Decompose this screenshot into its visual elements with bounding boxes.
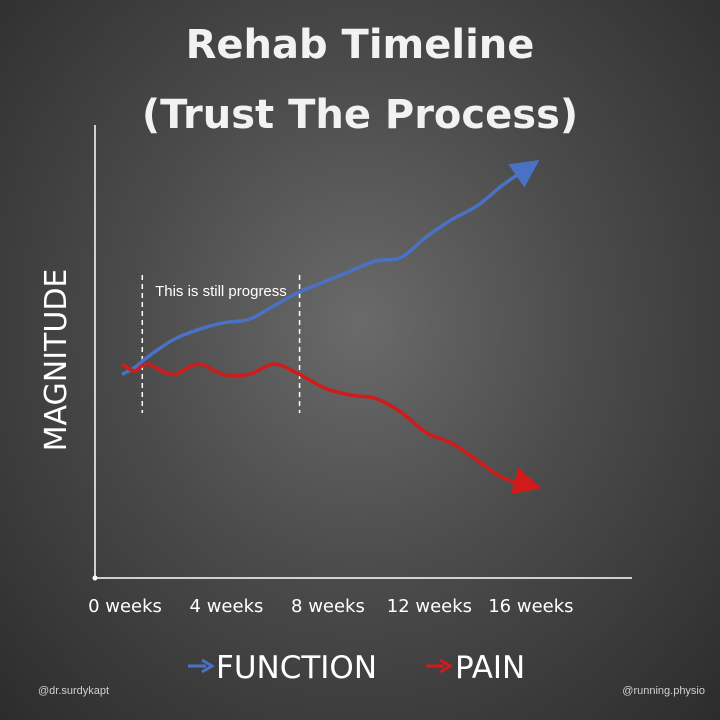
x-tick-label: 16 weeks (488, 596, 573, 617)
y-axis-label: MAGNITUDE (39, 269, 74, 452)
legend-pain-label: PAIN (455, 650, 525, 686)
legend: FUNCTION PAIN (188, 650, 525, 686)
annotation-text: This is still progress (155, 283, 287, 300)
axis-origin (92, 575, 98, 581)
x-tick-label: 8 weeks (291, 596, 365, 617)
credit-right: @running.physio (622, 685, 705, 697)
x-tick-label: 0 weeks (88, 596, 162, 617)
function-line (121, 160, 540, 376)
pain-line (121, 362, 542, 495)
legend-function-arrow-icon (188, 658, 215, 674)
x-tick-label: 12 weeks (387, 596, 472, 617)
x-tick-labels: 0 weeks 4 weeks 8 weeks 12 weeks 16 weeks (88, 596, 573, 617)
legend-pain-arrow-icon (426, 658, 453, 674)
credit-left: @dr.surdykapt (38, 685, 109, 697)
chart-title-line-1: Rehab Timeline (186, 22, 535, 68)
legend-function-label: FUNCTION (216, 650, 377, 686)
x-tick-label: 4 weeks (190, 596, 264, 617)
chart-title-line-2: (Trust The Process) (142, 92, 578, 138)
